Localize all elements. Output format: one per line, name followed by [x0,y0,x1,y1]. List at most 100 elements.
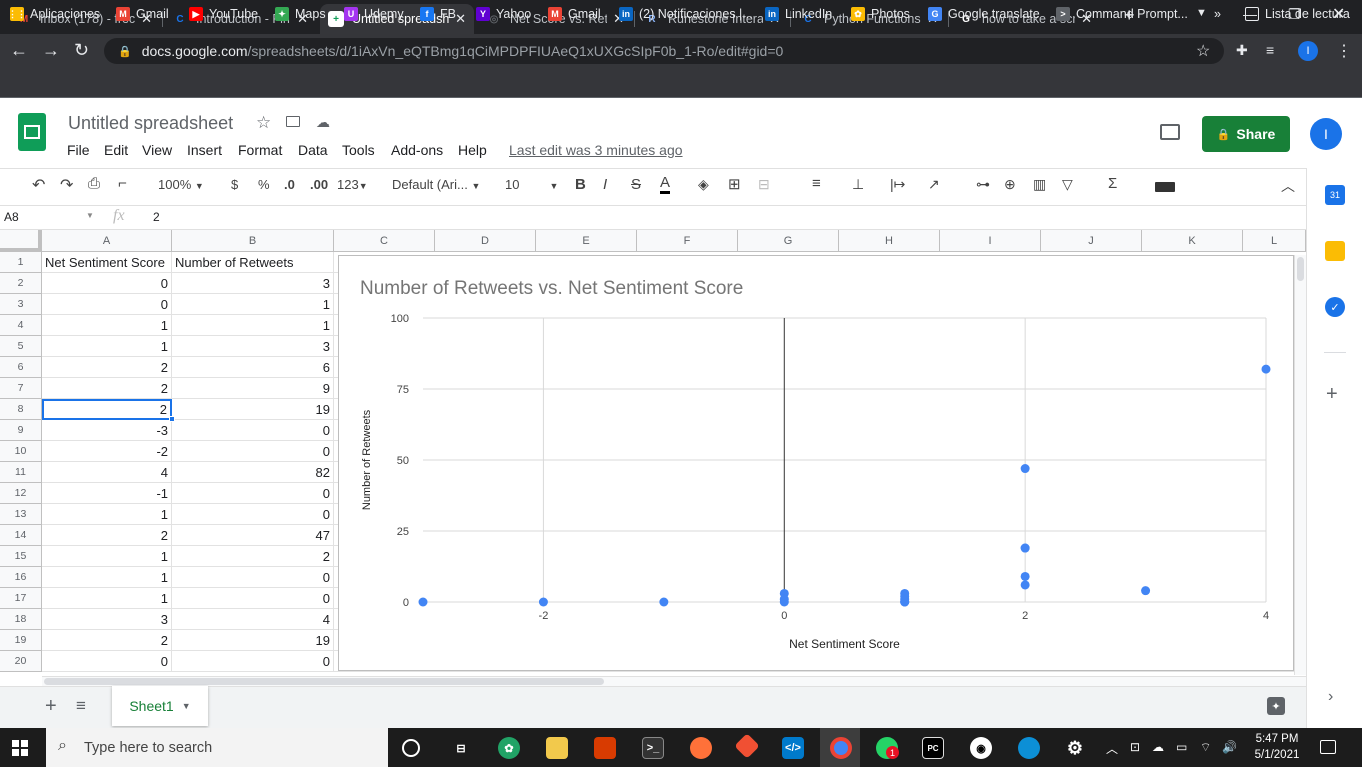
battery-icon[interactable]: ▭ [1176,740,1188,754]
cell-b[interactable]: 19 [172,630,334,651]
row-header[interactable]: 3 [0,294,42,315]
get-addons-icon[interactable]: + [1326,383,1338,405]
cell-a[interactable]: 2 [42,357,172,378]
row-header[interactable]: 1 [0,252,42,273]
url-bar[interactable]: 🔒 docs.google.com /spreadsheets/d/1iAxVn… [104,38,1224,64]
cell-a[interactable]: 1 [42,588,172,609]
forward-icon[interactable]: → [42,40,60,60]
chevron-down-icon[interactable]: ▼ [86,211,94,220]
font-size-select[interactable]: 10 ▼ [505,177,558,192]
vertical-align-icon[interactable]: ⊥ [852,176,865,192]
wifi-icon[interactable]: ⌔ [1200,740,1212,754]
italic-button[interactable]: I [603,176,608,193]
text-rotation-icon[interactable]: ↗ [928,176,940,192]
merge-cells-icon[interactable]: ⊟ [758,176,770,192]
insert-comment-icon[interactable]: ⊕ [1004,176,1016,192]
new-tab-button[interactable]: + [1124,5,1135,25]
cell-b[interactable]: 0 [172,588,334,609]
cell-b[interactable]: 19 [172,399,334,420]
cloud-status-icon[interactable]: ☁ [316,114,330,130]
row-header[interactable]: 8 [0,399,42,420]
vscode-icon[interactable]: </> [782,737,804,759]
horizontal-scrollbar[interactable] [42,676,1306,686]
column-header-g[interactable]: G [738,230,839,252]
print-icon[interactable]: ⎙ [88,175,101,192]
cell-a[interactable]: 2 [42,399,172,420]
column-header-j[interactable]: J [1041,230,1142,252]
bookmark-udemy[interactable]: U Udemy [344,7,404,21]
file-explorer-icon[interactable] [546,737,568,759]
increase-decimal-button[interactable]: .00 [310,177,329,192]
cell-b[interactable]: 4 [172,609,334,630]
bookmark-gmail[interactable]: M Gmail [548,7,601,21]
filter-icon[interactable]: ▽ [1062,176,1073,192]
row-header[interactable]: 20 [0,651,42,672]
cell-b[interactable]: 0 [172,441,334,462]
back-icon[interactable]: ← [10,40,28,60]
cell-b[interactable]: 2 [172,546,334,567]
extensions-icon[interactable]: ✚ [1236,42,1248,58]
bookmark-maps[interactable]: ✦ Maps [275,7,326,21]
bold-button[interactable]: B [575,176,586,193]
fill-color-icon[interactable]: ◈ [698,176,709,192]
cell-b[interactable]: 6 [172,357,334,378]
cell-b[interactable]: 0 [172,483,334,504]
bookmark-google-translate[interactable]: G Google translate [928,7,1040,21]
bookmark-fb[interactable]: f FB [420,7,456,21]
tray-chevron-icon[interactable]: ︿ [1106,742,1119,756]
horizontal-align-icon[interactable]: ≡ [812,175,821,192]
font-select[interactable]: Default (Ari... ▼ [392,177,480,192]
insert-chart-icon[interactable]: ▥ [1033,176,1047,192]
cell-b[interactable]: 0 [172,651,334,672]
cell-a[interactable]: 2 [42,525,172,546]
bookmark-aplicaciones[interactable]: ⋮⋮ Aplicaciones [8,7,100,21]
strikethrough-button[interactable]: S [631,176,642,193]
redo-icon[interactable]: ↷ [60,177,74,194]
close-tab-icon[interactable]: ✕ [1081,11,1092,26]
media-icon[interactable]: ≡ [1266,42,1275,58]
pycharm-icon[interactable]: PC [922,737,944,759]
column-header-c[interactable]: C [334,230,435,252]
bookmark-yahoo[interactable]: Y Yahoo [476,7,531,21]
menu-edit[interactable]: Edit [104,142,129,158]
maximize-icon[interactable]: ❐ [1288,6,1301,22]
edge-icon[interactable] [1018,737,1040,759]
menu-add-ons[interactable]: Add-ons [391,142,444,158]
account-avatar[interactable]: I [1310,118,1342,150]
taskbar-clock[interactable]: 5:47 PM 5/1/2021 [1252,731,1302,763]
row-header[interactable]: 19 [0,630,42,651]
document-title[interactable]: Untitled spreadsheet [68,113,234,133]
bookmarks-overflow-icon[interactable]: » [1214,7,1221,21]
sheets-logo-icon[interactable] [18,113,46,151]
row-header[interactable]: 2 [0,273,42,294]
cell-b[interactable]: 0 [172,420,334,441]
select-all-corner[interactable] [0,230,42,252]
move-folder-icon[interactable] [286,116,300,127]
cell-a[interactable]: -2 [42,441,172,462]
cell-b[interactable]: 9 [172,378,334,399]
cell-a[interactable]: -3 [42,420,172,441]
cell-a[interactable]: 1 [42,567,172,588]
cortana-icon[interactable] [402,739,420,757]
share-button[interactable]: 🔒 Share [1202,116,1290,152]
cell-b[interactable]: 0 [172,504,334,525]
row-header[interactable]: 9 [0,420,42,441]
functions-icon[interactable]: Σ [1108,175,1118,192]
postman-icon[interactable] [690,737,712,759]
chrome-icon[interactable] [830,737,852,759]
cell-a[interactable]: 4 [42,462,172,483]
row-header[interactable]: 18 [0,609,42,630]
menu-help[interactable]: Help [458,142,487,158]
reading-list-link[interactable]: Lista de lectura [1245,7,1350,21]
row-header[interactable]: 4 [0,315,42,336]
last-edit-link[interactable]: Last edit was 3 minutes ago [509,142,683,158]
more-formats-button[interactable]: 123▼ [337,177,368,192]
row-header[interactable]: 7 [0,378,42,399]
column-header-d[interactable]: D [435,230,536,252]
percent-button[interactable]: % [258,177,270,192]
decrease-decimal-button[interactable]: .0 [284,177,295,192]
currency-button[interactable]: $ [231,177,239,192]
bookmark-linkedin[interactable]: in LinkedIn [765,7,832,21]
office-icon[interactable] [594,737,616,759]
